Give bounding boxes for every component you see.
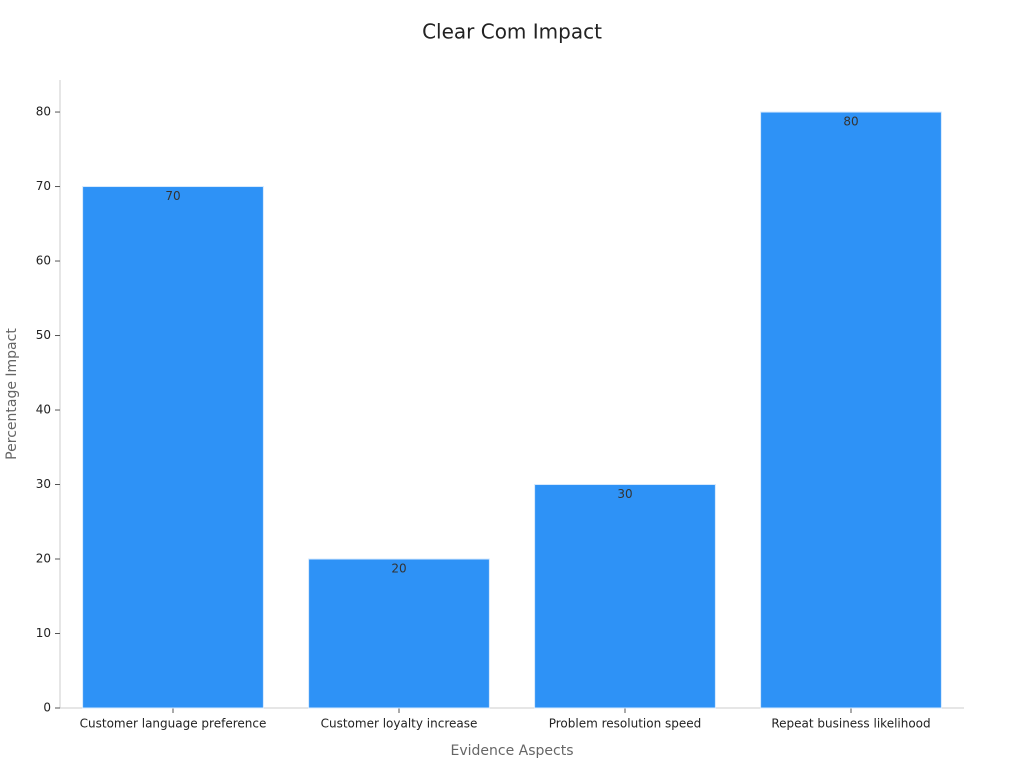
- data-label: 80: [843, 115, 858, 129]
- y-tick-label: 30: [36, 477, 51, 491]
- data-label: 20: [391, 562, 406, 576]
- bar: [534, 484, 716, 709]
- x-tick-label: Problem resolution speed: [549, 717, 702, 731]
- data-label: 30: [617, 487, 632, 501]
- y-tick-label: 60: [36, 254, 51, 268]
- bar: [82, 186, 264, 709]
- y-tick-label: 10: [36, 626, 51, 640]
- x-tick-label: Customer language preference: [80, 717, 267, 731]
- data-label: 70: [165, 189, 180, 203]
- bar: [760, 111, 942, 709]
- y-axis-title: Percentage Impact: [4, 328, 20, 460]
- x-tick-label: Repeat business likelihood: [771, 717, 930, 731]
- y-tick-label: 40: [36, 403, 51, 417]
- y-tick-label: 70: [36, 179, 51, 193]
- chart-title: Clear Com Impact: [422, 20, 602, 44]
- y-tick-label: 50: [36, 328, 51, 342]
- x-tick-label: Customer loyalty increase: [321, 717, 478, 731]
- bar: [308, 558, 490, 709]
- x-axis-title: Evidence Aspects: [450, 743, 573, 759]
- y-tick-label: 80: [36, 105, 51, 119]
- y-tick-label: 20: [36, 552, 51, 566]
- y-tick-label: 0: [43, 701, 51, 715]
